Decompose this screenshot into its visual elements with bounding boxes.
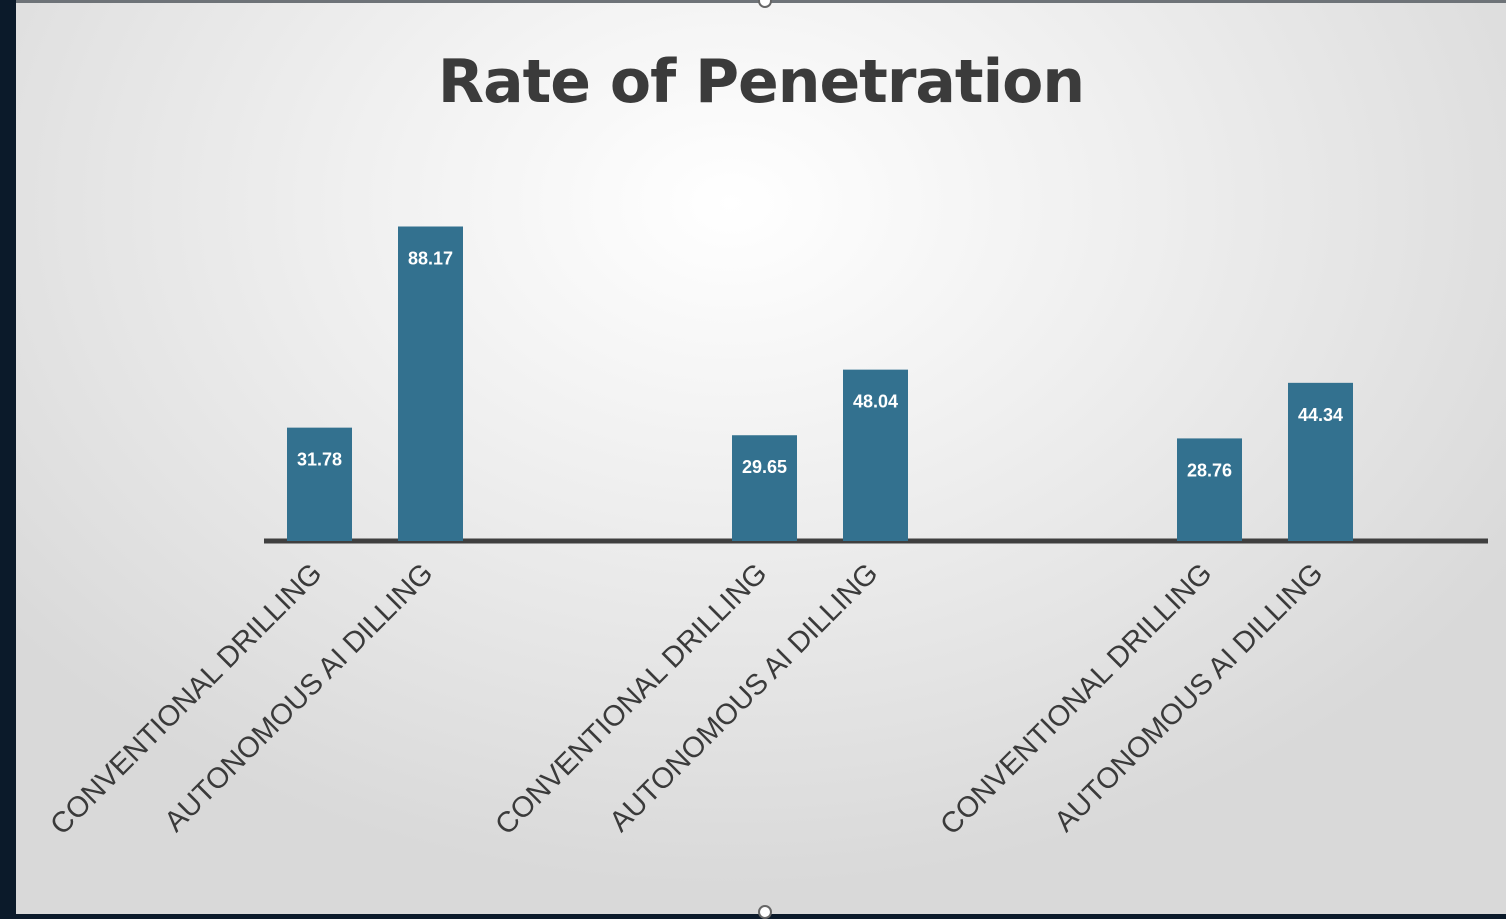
chart-title: Rate of Penetration — [437, 47, 1085, 117]
data-label-3: 29.65 — [742, 457, 787, 477]
bar-1[interactable] — [287, 427, 352, 541]
data-label-2: 88.17 — [408, 248, 453, 268]
data-label-1: 31.78 — [297, 450, 342, 470]
bar-3[interactable] — [732, 435, 797, 541]
data-label-4: 48.04 — [853, 392, 898, 412]
bar-5[interactable] — [1177, 438, 1242, 541]
bar-6[interactable] — [1288, 382, 1353, 541]
data-label-5: 28.76 — [1187, 460, 1232, 480]
bar-4[interactable] — [843, 369, 908, 541]
resize-handle-top[interactable] — [758, 0, 772, 8]
bar-2[interactable] — [398, 226, 463, 541]
data-label-6: 44.34 — [1298, 405, 1343, 425]
chart-area[interactable]: Rate of Penetration 31.78 CONVENTIONAL DR… — [16, 3, 1506, 914]
